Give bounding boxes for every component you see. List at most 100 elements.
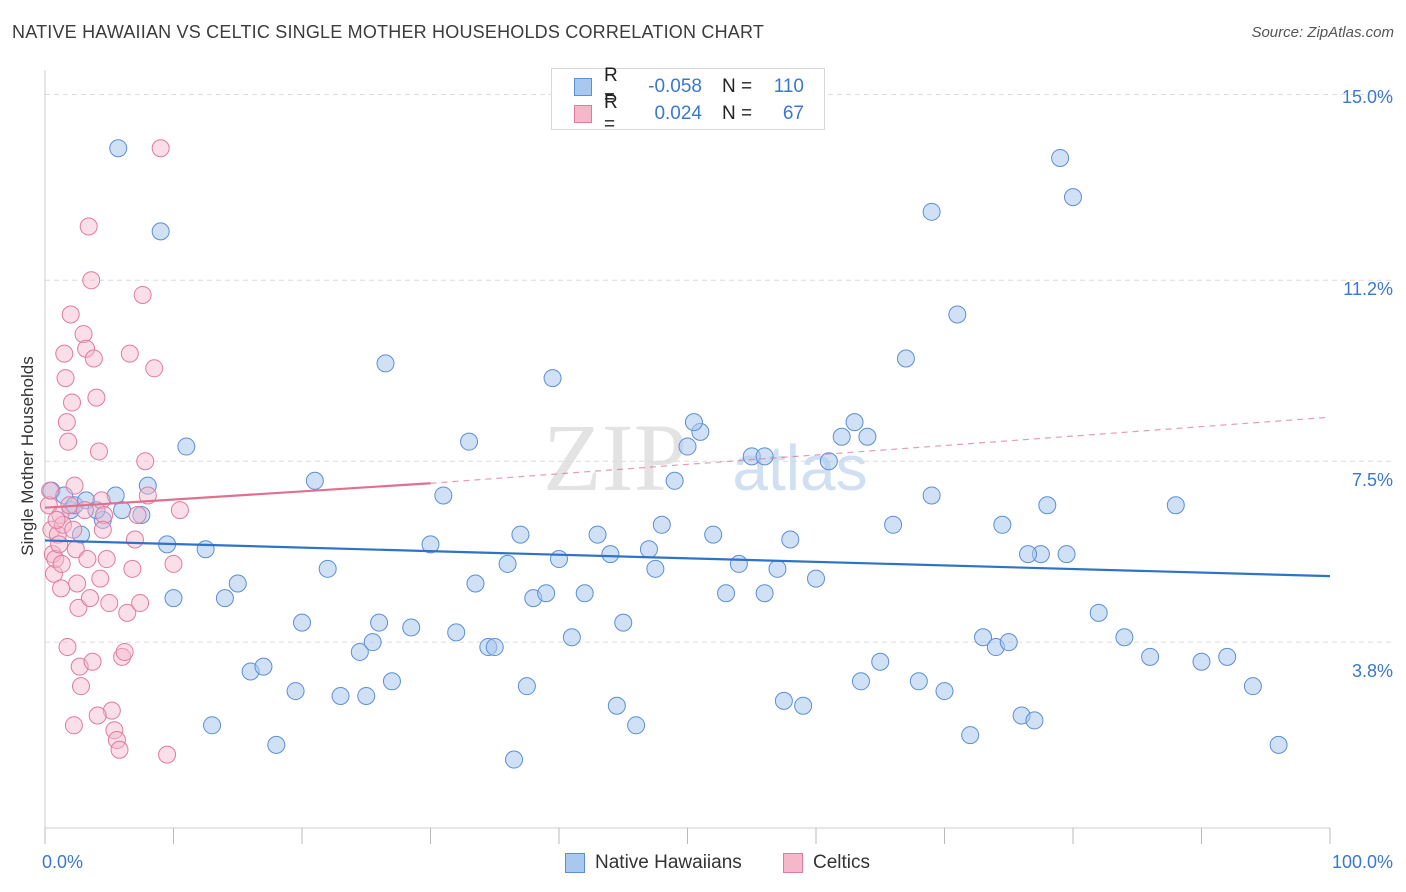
data-point-celtics [170,501,189,520]
data-point-native-hawaiians [498,554,517,573]
data-point-celtics [69,598,88,617]
data-point-celtics [123,559,142,578]
data-point-celtics [128,506,147,525]
data-point-native-hawaiians [974,628,993,647]
data-point-celtics [65,476,84,495]
data-point-native-hawaiians [350,642,369,661]
data-point-native-hawaiians [177,437,196,456]
data-point-native-hawaiians [1064,188,1082,207]
data-point-celtics [57,413,76,432]
data-point-native-hawaiians [704,525,723,544]
data-point-native-hawaiians [1025,711,1044,730]
data-point-celtics [110,740,129,759]
x-tick-label-left: 0.0% [42,852,84,872]
data-point-celtics [84,349,103,368]
data-point-native-hawaiians [1141,647,1160,666]
data-point-native-hawaiians [845,413,864,432]
data-point-celtics [151,139,170,158]
gridlines [45,93,1395,643]
legend-row-celtics: R = 0.024 N = 67 [574,92,804,135]
data-point-celtics [58,638,77,657]
data-point-celtics [131,594,150,613]
data-point-native-hawaiians [382,672,401,691]
data-point-native-hawaiians [421,535,440,554]
data-point-celtics [115,642,134,661]
data-point-native-hawaiians [832,427,851,446]
data-point-native-hawaiians [203,716,222,735]
data-point-native-hawaiians [665,471,684,490]
data-point-celtics [64,520,83,539]
data-point-celtics [118,603,137,622]
data-point-native-hawaiians [774,691,793,710]
data-point-native-hawaiians [363,633,382,652]
data-point-native-hawaiians [215,589,234,608]
data-point-celtics [113,647,132,666]
data-point-celtics [43,545,62,564]
data-point-celtics [44,564,63,583]
data-point-celtics [52,579,71,598]
data-point-native-hawaiians [447,623,466,642]
data-point-native-hawaiians [517,677,536,696]
data-point-native-hawaiians [293,613,311,632]
data-point-native-hawaiians [588,525,607,544]
data-point-native-hawaiians [807,569,825,588]
data-point-native-hawaiians [267,735,286,754]
data-point-celtics [102,701,121,720]
data-point-native-hawaiians [434,486,453,505]
data-point-celtics [47,510,66,529]
data-point-native-hawaiians [228,574,247,593]
trend-line-celtics [44,482,431,509]
data-point-native-hawaiians [196,540,215,559]
data-point-native-hawaiians [550,550,568,569]
data-point-native-hawaiians [485,638,504,657]
data-point-native-hawaiians [999,633,1018,652]
data-point-native-hawaiians [575,584,594,603]
data-point-celtics [77,339,96,358]
legend-r-value: 0.024 [654,103,702,124]
data-point-native-hawaiians [376,354,395,373]
y-tick-label-7-5: 7.5% [1351,470,1393,490]
data-point-native-hawaiians [537,584,556,603]
data-point-celtics [120,344,139,363]
legend-item-celtics[interactable]: Celtics [783,852,870,874]
data-point-celtics [79,217,98,236]
data-point-native-hawaiians [1243,677,1262,696]
data-point-native-hawaiians [543,369,562,388]
data-point-celtics [80,589,99,608]
data-point-celtics [82,271,101,290]
legend-item-native-hawaiians[interactable]: Native Hawaiians [565,852,742,874]
data-point-native-hawaiians [794,696,813,715]
data-point-native-hawaiians [729,554,748,573]
data-point-celtics [158,745,177,764]
data-point-native-hawaiians [614,613,633,632]
data-point-native-hawaiians [961,726,980,745]
data-point-native-hawaiians [781,530,800,549]
data-point-native-hawaiians [678,437,697,456]
data-point-celtics [59,432,78,451]
legend-swatch-blue [565,853,585,873]
data-point-celtics [95,506,114,525]
data-point-native-hawaiians [896,349,915,368]
legend-r-label: R = [604,92,618,135]
data-point-celtics [100,594,119,613]
data-point-native-hawaiians [755,447,774,466]
data-point-native-hawaiians [151,222,170,241]
data-point-native-hawaiians [1051,149,1070,168]
data-point-celtics [91,569,110,588]
legend-r-label: R = [604,65,618,108]
data-point-celtics [41,481,60,500]
data-point-celtics [71,677,90,696]
data-point-native-hawaiians [370,613,389,632]
data-point-native-hawaiians [466,574,485,593]
data-point-celtics [164,554,183,573]
data-point-celtics [52,554,71,573]
data-point-native-hawaiians [768,559,787,578]
data-point-native-hawaiians [922,202,941,221]
data-point-native-hawaiians [909,672,928,691]
data-point-native-hawaiians [254,657,273,676]
data-point-celtics [92,491,111,510]
data-point-native-hawaiians [562,628,581,647]
data-point-celtics [68,574,87,593]
data-point-native-hawaiians [132,506,151,525]
